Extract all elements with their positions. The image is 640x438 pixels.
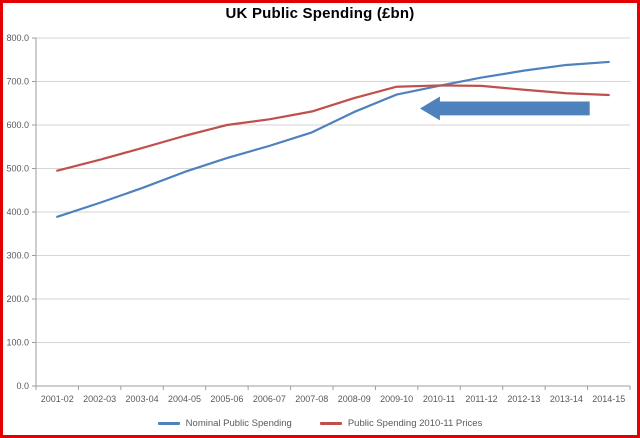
x-tick-label: 2006-07	[253, 394, 286, 404]
left-arrow-annotation	[419, 96, 590, 121]
y-tick-label: 0.0	[16, 381, 29, 391]
y-tick-label: 200.0	[6, 294, 29, 304]
y-tick-label: 800.0	[6, 33, 29, 43]
y-tick-label: 600.0	[6, 120, 29, 130]
x-tick-label: 2007-08	[295, 394, 328, 404]
x-tick-label: 2003-04	[126, 394, 159, 404]
legend-swatch-nominal-spending	[157, 422, 180, 425]
y-tick-label: 500.0	[6, 164, 29, 174]
legend-label-real-prices: Public Spending 2010-11 Prices	[347, 418, 483, 429]
y-tick-label: 100.0	[6, 338, 29, 348]
series-line-1	[56, 84, 610, 172]
series-line-0	[56, 60, 610, 218]
x-tick-label: 2010-11	[423, 394, 455, 404]
x-tick-label: 2002-03	[83, 394, 116, 404]
x-tick-label: 2001-02	[41, 394, 74, 404]
y-tick-label: 700.0	[6, 77, 29, 87]
x-tick-label: 2005-06	[210, 394, 243, 404]
legend: Nominal Public Spending Public Spending …	[0, 418, 640, 429]
x-tick-label: 2014-15	[592, 394, 625, 404]
x-tick-label: 2009-10	[380, 394, 413, 404]
x-tick-label: 2004-05	[168, 394, 201, 404]
legend-swatch-real-prices	[319, 422, 342, 425]
y-tick-label: 400.0	[6, 207, 29, 217]
legend-label-nominal-spending: Nominal Public Spending	[185, 418, 292, 429]
y-tick-label: 300.0	[6, 251, 29, 261]
x-tick-label: 2013-14	[550, 394, 583, 404]
chart-title: UK Public Spending (£bn)	[225, 5, 415, 22]
x-tick-label: 2008-09	[338, 394, 371, 404]
x-tick-label: 2012-13	[507, 394, 540, 404]
x-tick-label: 2011-12	[465, 394, 497, 404]
